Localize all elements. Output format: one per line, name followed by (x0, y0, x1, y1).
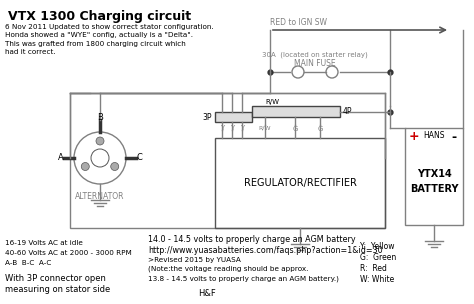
Text: A: A (58, 154, 64, 163)
Text: 14.0 - 14.5 volts to properly charge an AGM battery: 14.0 - 14.5 volts to properly charge an … (148, 235, 356, 244)
Text: -: - (451, 130, 456, 143)
Text: RED to IGN SW: RED to IGN SW (270, 18, 327, 27)
Text: 6 Nov 2011 Updated to show correct stator configuration.
Honda showed a "WYE" co: 6 Nov 2011 Updated to show correct stato… (5, 24, 214, 56)
Circle shape (81, 163, 89, 171)
Text: Y: Y (240, 125, 244, 131)
Text: H&F: H&F (198, 289, 216, 298)
Text: Y: Y (230, 125, 234, 131)
Text: VTX 1300 Charging circuit: VTX 1300 Charging circuit (8, 10, 191, 23)
Bar (215, 138, 385, 228)
Text: R/W: R/W (265, 99, 279, 105)
Text: measuring on stator side: measuring on stator side (5, 285, 110, 294)
Text: B: B (97, 112, 103, 122)
Circle shape (111, 163, 118, 171)
Bar (405, 128, 463, 225)
Text: http://www.yuasabatteries.com/faqs.php?action=1&id=30: http://www.yuasabatteries.com/faqs.php?a… (148, 246, 383, 255)
Text: 4P: 4P (343, 107, 353, 116)
Text: G:  Green: G: Green (360, 253, 396, 262)
Text: R:  Red: R: Red (360, 264, 387, 273)
Text: With 3P connector open: With 3P connector open (5, 274, 106, 283)
Text: +: + (409, 130, 419, 143)
Text: G: G (317, 126, 323, 132)
Text: A-B  B-C  A-C: A-B B-C A-C (5, 260, 51, 266)
Text: HANS: HANS (423, 132, 445, 140)
Text: MAIN FUSE: MAIN FUSE (294, 59, 336, 68)
Text: (Note:the voltage reading should be approx.: (Note:the voltage reading should be appr… (148, 266, 309, 272)
Text: G: G (292, 126, 298, 132)
Bar (252, 106, 340, 117)
Text: Y: Y (220, 125, 224, 131)
Text: W: White: W: White (360, 275, 394, 284)
Text: 40-60 Volts AC at 2000 - 3000 RPM: 40-60 Volts AC at 2000 - 3000 RPM (5, 250, 132, 256)
Text: 3P: 3P (202, 112, 212, 122)
Text: R/W: R/W (259, 125, 271, 130)
Text: 16-19 Volts AC at idle: 16-19 Volts AC at idle (5, 240, 83, 246)
Text: REGULATOR/RECTIFIER: REGULATOR/RECTIFIER (244, 178, 356, 188)
Text: 30A  (located on starter relay): 30A (located on starter relay) (262, 52, 368, 58)
Text: ALTERNATOR: ALTERNATOR (75, 192, 125, 201)
Text: YTX14
BATTERY: YTX14 BATTERY (410, 169, 458, 194)
Bar (70, 93, 385, 228)
Text: 13.8 - 14.5 volts to properly charge an AGM battery.): 13.8 - 14.5 volts to properly charge an … (148, 275, 339, 282)
Bar (215, 112, 252, 122)
Circle shape (96, 137, 104, 145)
Text: Y:  Yellow: Y: Yellow (360, 242, 394, 251)
Text: C: C (136, 154, 142, 163)
Text: >Revised 2015 by YUASA: >Revised 2015 by YUASA (148, 257, 241, 263)
